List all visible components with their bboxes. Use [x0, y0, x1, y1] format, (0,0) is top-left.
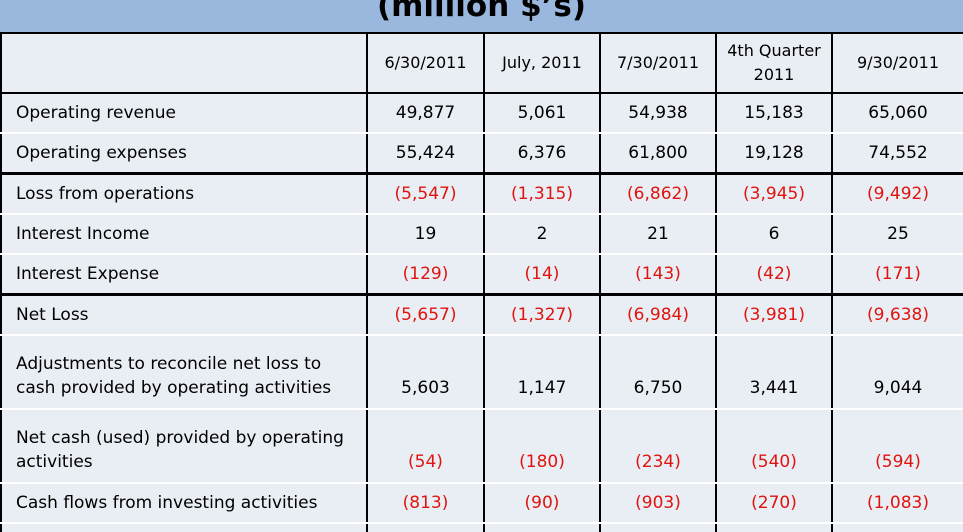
value-cell: 5,061: [483, 93, 601, 134]
value-cell: 65,060: [831, 93, 963, 134]
value-cell: (9,492): [831, 172, 963, 215]
value-cell: (129): [366, 254, 485, 295]
value-cell: (6,862): [599, 172, 717, 215]
value-cell: 5,603: [366, 335, 485, 410]
value-cell: (143): [599, 254, 717, 295]
value-cell: (171): [831, 254, 963, 295]
value-cell: (42): [715, 254, 833, 295]
value-cell: 2: [483, 214, 601, 255]
value-cell: (180): [483, 409, 601, 484]
value-cell: 3,441: [715, 335, 833, 410]
value-cell: (9,638): [831, 293, 963, 336]
value-cell: (540): [715, 409, 833, 484]
value-cell: (90): [483, 483, 601, 524]
financial-table: 6/30/2011 July, 2011 7/30/2011 4th Quart…: [0, 32, 963, 532]
value-cell: (5,657): [366, 293, 485, 336]
table-row: Cash flows from investing activities (81…: [0, 483, 963, 524]
table-row-partial: [0, 523, 963, 532]
value-cell: 1,147: [483, 335, 601, 410]
value-cell: 19: [366, 214, 485, 255]
value-cell: 61,800: [599, 133, 717, 174]
value-cell: (234): [599, 409, 717, 484]
value-cell: (54): [366, 409, 485, 484]
column-header: 4th Quarter 2011: [715, 32, 833, 94]
empty-cell: [0, 523, 368, 532]
header-empty-cell: [0, 32, 368, 94]
table-row: Interest Expense (129) (14) (143) (42) (…: [0, 254, 963, 295]
value-cell: 19,128: [715, 133, 833, 174]
empty-cell: [366, 523, 485, 532]
row-label: Operating revenue: [0, 93, 368, 134]
table-row: Net cash (used) provided by operating ac…: [0, 409, 963, 484]
row-label: Cash flows from investing activities: [0, 483, 368, 524]
column-header: 7/30/2011: [599, 32, 717, 94]
table-row: Net Loss (5,657) (1,327) (6,984) (3,981)…: [0, 293, 963, 336]
value-cell: (1,315): [483, 172, 601, 215]
column-header: July, 2011: [483, 32, 601, 94]
empty-cell: [831, 523, 963, 532]
table-row: Operating expenses 55,424 6,376 61,800 1…: [0, 133, 963, 174]
row-label: Loss from operations: [0, 172, 368, 215]
value-cell: (14): [483, 254, 601, 295]
row-label: Net Loss: [0, 293, 368, 336]
header-row: 6/30/2011 July, 2011 7/30/2011 4th Quart…: [0, 32, 963, 94]
empty-cell: [715, 523, 833, 532]
value-cell: 15,183: [715, 93, 833, 134]
table-title: (million $’s): [376, 0, 587, 24]
value-cell: (903): [599, 483, 717, 524]
column-header: 6/30/2011: [366, 32, 485, 94]
row-label: Adjustments to reconcile net loss to cas…: [0, 335, 368, 410]
value-cell: 55,424: [366, 133, 485, 174]
value-cell: 74,552: [831, 133, 963, 174]
value-cell: (5,547): [366, 172, 485, 215]
value-cell: 6: [715, 214, 833, 255]
value-cell: (594): [831, 409, 963, 484]
table-row: Loss from operations (5,547) (1,315) (6,…: [0, 172, 963, 215]
value-cell: 49,877: [366, 93, 485, 134]
value-cell: (813): [366, 483, 485, 524]
table-row: Operating revenue 49,877 5,061 54,938 15…: [0, 93, 963, 134]
column-header: 9/30/2011: [831, 32, 963, 94]
value-cell: 54,938: [599, 93, 717, 134]
value-cell: 21: [599, 214, 717, 255]
value-cell: (1,327): [483, 293, 601, 336]
empty-cell: [599, 523, 717, 532]
row-label: Interest Income: [0, 214, 368, 255]
table-row: Interest Income 19 2 21 6 25: [0, 214, 963, 255]
value-cell: (3,945): [715, 172, 833, 215]
value-cell: (6,984): [599, 293, 717, 336]
value-cell: 25: [831, 214, 963, 255]
value-cell: 6,376: [483, 133, 601, 174]
value-cell: 9,044: [831, 335, 963, 410]
value-cell: (1,083): [831, 483, 963, 524]
row-label: Interest Expense: [0, 254, 368, 295]
row-label: Operating expenses: [0, 133, 368, 174]
empty-cell: [483, 523, 601, 532]
value-cell: 6,750: [599, 335, 717, 410]
table-row: Adjustments to reconcile net loss to cas…: [0, 335, 963, 410]
row-label: Net cash (used) provided by operating ac…: [0, 409, 368, 484]
value-cell: (3,981): [715, 293, 833, 336]
value-cell: (270): [715, 483, 833, 524]
